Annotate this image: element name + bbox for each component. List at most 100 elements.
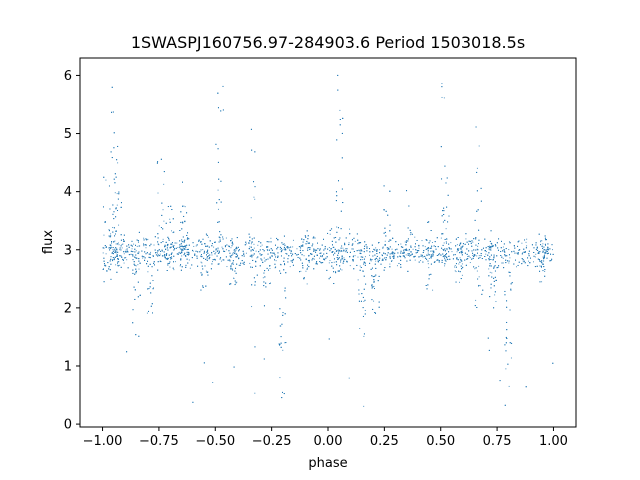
data-point	[254, 281, 256, 283]
data-point	[375, 247, 377, 249]
data-point	[447, 194, 449, 196]
data-point	[220, 201, 222, 203]
data-point	[414, 243, 416, 245]
data-point	[357, 256, 359, 258]
data-point	[115, 264, 117, 266]
data-point	[283, 260, 285, 262]
data-point	[448, 215, 450, 217]
data-point	[336, 226, 338, 228]
data-point	[170, 258, 172, 260]
data-point	[330, 248, 332, 250]
data-point	[245, 243, 247, 245]
data-point	[341, 132, 343, 134]
data-point	[218, 199, 220, 201]
data-point	[415, 249, 417, 251]
data-point	[146, 312, 148, 314]
data-point	[448, 255, 450, 257]
data-point	[283, 243, 285, 245]
data-point	[131, 248, 133, 250]
data-point	[176, 253, 178, 255]
data-point	[381, 254, 383, 256]
data-point	[138, 260, 140, 262]
data-point	[215, 143, 217, 145]
data-point	[442, 233, 444, 235]
data-point	[495, 245, 497, 247]
data-point	[475, 267, 477, 269]
data-point	[149, 263, 151, 265]
data-point	[467, 256, 469, 258]
data-point	[285, 297, 287, 299]
data-point	[534, 256, 536, 258]
data-point	[508, 385, 510, 387]
data-point	[132, 259, 134, 261]
data-point	[378, 259, 380, 261]
data-point	[369, 262, 371, 264]
data-point	[164, 256, 166, 258]
data-point	[150, 251, 152, 253]
data-point	[427, 260, 429, 262]
data-point	[218, 178, 220, 180]
data-point	[539, 281, 541, 283]
data-point	[485, 247, 487, 249]
data-point	[285, 342, 287, 344]
data-point	[481, 293, 483, 295]
data-point	[167, 206, 169, 208]
data-point	[397, 244, 399, 246]
data-point	[471, 240, 473, 242]
data-point	[252, 254, 254, 256]
data-point	[319, 249, 321, 251]
data-point	[406, 260, 408, 262]
data-point	[243, 252, 245, 254]
data-point	[181, 255, 183, 257]
data-point	[358, 300, 360, 302]
data-point	[116, 204, 118, 206]
data-point	[203, 362, 205, 364]
data-point	[200, 261, 202, 263]
data-point	[352, 256, 354, 258]
data-point	[300, 247, 302, 249]
data-point	[305, 270, 307, 272]
data-point	[332, 251, 334, 253]
data-point	[375, 257, 377, 259]
data-point	[179, 265, 181, 267]
data-point	[415, 252, 417, 254]
data-point	[455, 245, 457, 247]
data-point	[135, 257, 137, 259]
data-point	[280, 251, 282, 253]
data-point	[250, 250, 252, 252]
data-point	[478, 255, 480, 257]
data-point	[341, 157, 343, 159]
data-point	[251, 249, 253, 251]
data-point	[403, 251, 405, 253]
data-point	[545, 239, 547, 241]
data-point	[466, 253, 468, 255]
data-point	[502, 250, 504, 252]
data-point	[408, 253, 410, 255]
data-point	[542, 251, 544, 253]
data-point	[314, 237, 316, 239]
data-point	[229, 260, 231, 262]
data-point	[505, 248, 507, 250]
data-point	[218, 250, 220, 252]
data-point	[437, 246, 439, 248]
data-point	[359, 328, 361, 330]
data-point	[379, 252, 381, 254]
data-point	[433, 245, 435, 247]
data-point	[428, 221, 430, 223]
data-point	[148, 310, 150, 312]
data-point	[150, 305, 152, 307]
data-point	[362, 270, 364, 272]
data-point	[209, 254, 211, 256]
data-point	[115, 230, 117, 232]
data-point	[130, 253, 132, 255]
data-point	[392, 252, 394, 254]
data-point	[261, 254, 263, 256]
data-point	[142, 257, 144, 259]
data-point	[381, 259, 383, 261]
data-point	[171, 256, 173, 258]
data-point	[241, 260, 243, 262]
data-point	[543, 257, 545, 259]
data-point	[252, 249, 254, 251]
data-point	[541, 260, 543, 262]
data-point	[461, 260, 463, 262]
